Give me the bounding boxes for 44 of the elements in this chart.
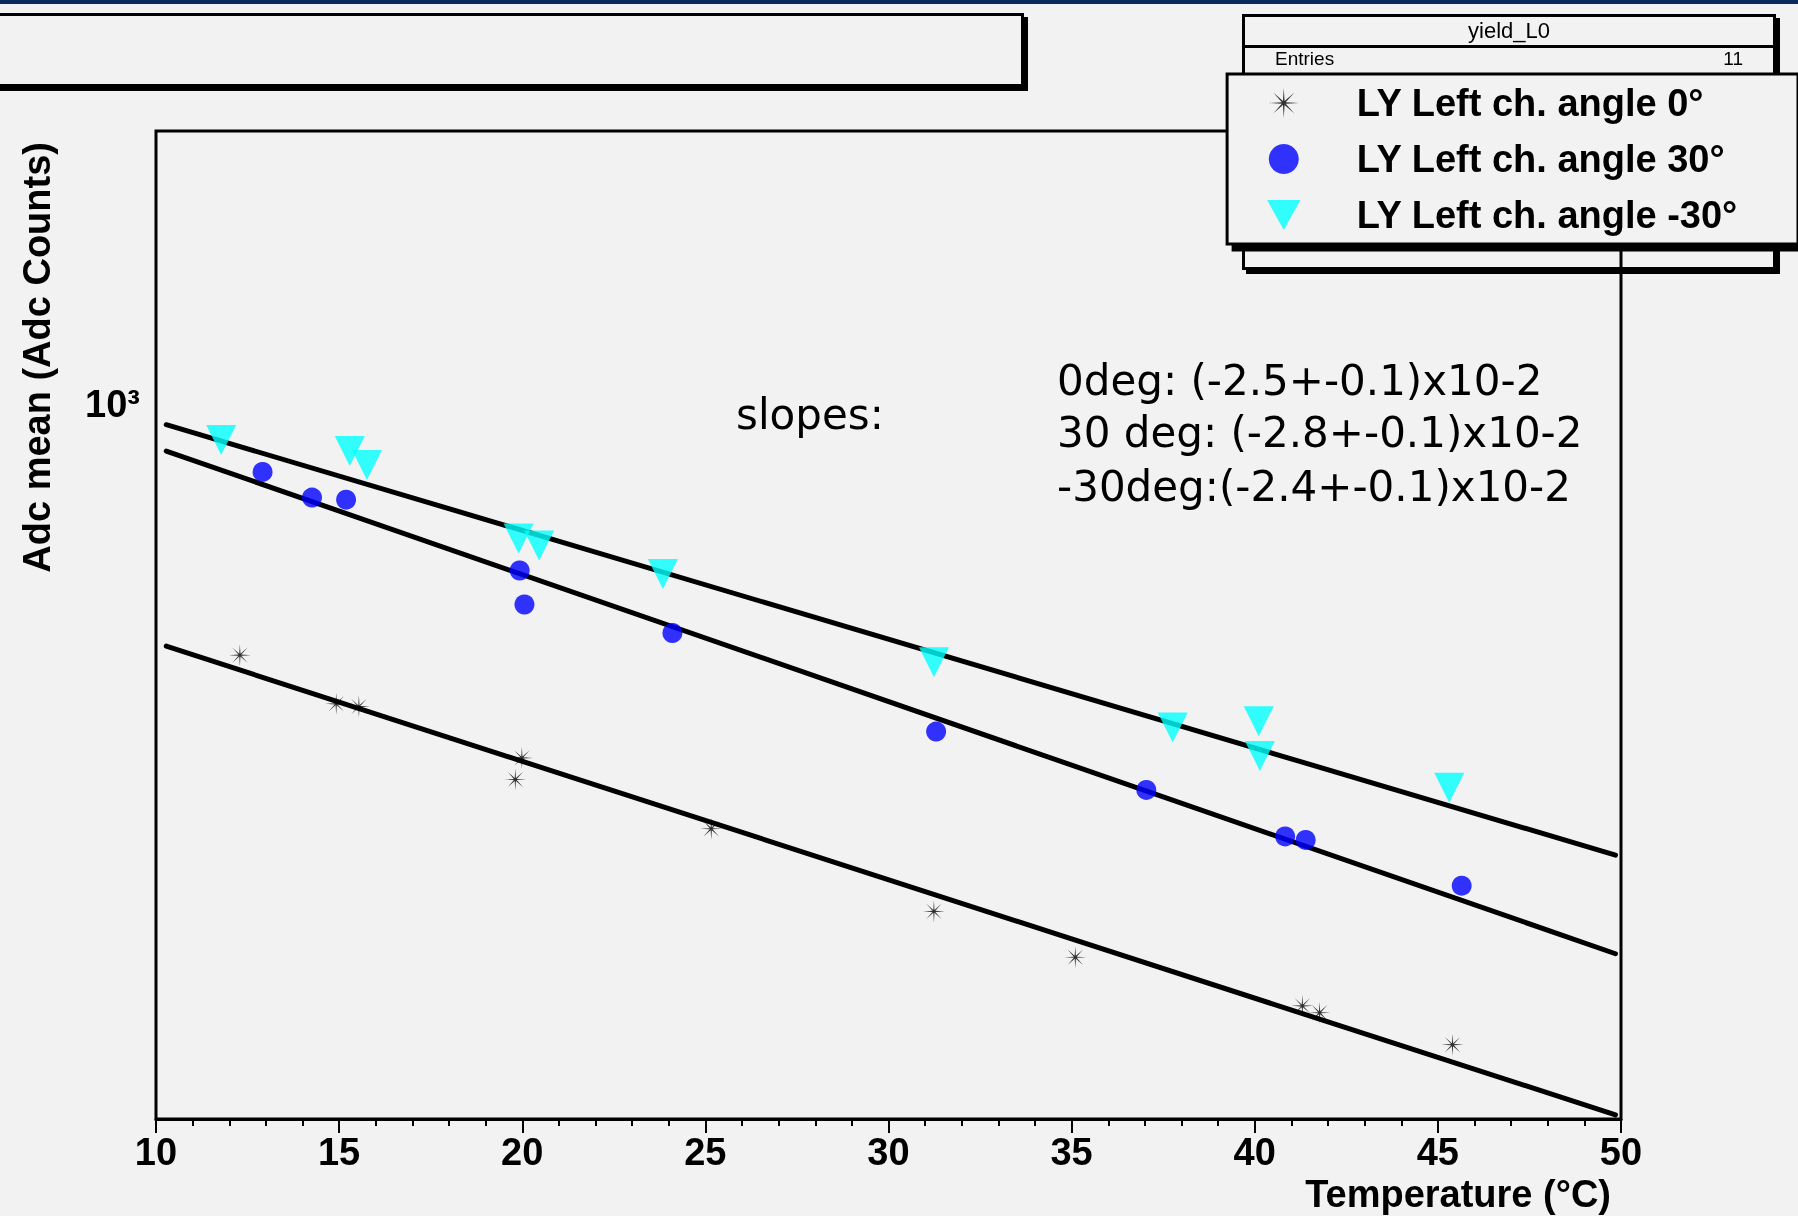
point <box>351 449 382 480</box>
point <box>918 647 949 678</box>
annotation: 30 deg: (-2.8+-0.1)x10-2 <box>1057 407 1583 457</box>
x-tick-label: 45 <box>1416 1131 1460 1173</box>
point <box>662 622 683 643</box>
point <box>1244 740 1275 771</box>
point <box>1451 875 1472 896</box>
x-tick-label: 10 <box>134 1131 178 1173</box>
x-axis-title: Temperature (°C) <box>1305 1173 1611 1215</box>
x-tick-label: 25 <box>684 1131 727 1173</box>
point <box>514 594 535 615</box>
point <box>1243 706 1274 737</box>
point <box>1295 829 1316 850</box>
point <box>926 721 947 742</box>
x-tick-label: 40 <box>1233 1131 1276 1173</box>
point <box>1136 779 1157 800</box>
annotation: -30deg:(-2.4+-0.1)x10-2 <box>1057 461 1571 511</box>
y-axis-title: Adc mean (Adc Counts) <box>16 142 58 573</box>
text: yield_L0 <box>1245 17 1773 48</box>
legend-label: LY Left ch. angle 30° <box>1356 138 1725 180</box>
point <box>503 523 534 554</box>
legend-label: LY Left ch. angle 0° <box>1356 82 1704 124</box>
point <box>206 424 237 455</box>
text: Entries <box>1275 48 1335 70</box>
text: 0deg: (-2.5+-0.1)x10-2 <box>1057 355 1543 405</box>
point <box>524 530 555 561</box>
point <box>252 461 273 482</box>
text: 11 <box>1723 48 1743 70</box>
point <box>302 487 323 508</box>
x-tick-label: 15 <box>317 1131 361 1173</box>
legend-label: LY Left ch. angle -30° <box>1356 194 1738 236</box>
annotation: slopes: <box>736 389 884 439</box>
point <box>336 489 357 510</box>
x-tick-label: 35 <box>1050 1131 1093 1173</box>
point <box>647 558 678 589</box>
text: 10³ <box>85 383 140 425</box>
point <box>1434 772 1465 803</box>
point <box>334 436 365 467</box>
point <box>1275 826 1296 847</box>
point <box>1157 712 1188 743</box>
point <box>509 560 530 581</box>
x-tick-label: 50 <box>1599 1131 1643 1173</box>
x-tick-label: 20 <box>501 1131 544 1173</box>
x-tick-label: 30 <box>867 1131 910 1173</box>
